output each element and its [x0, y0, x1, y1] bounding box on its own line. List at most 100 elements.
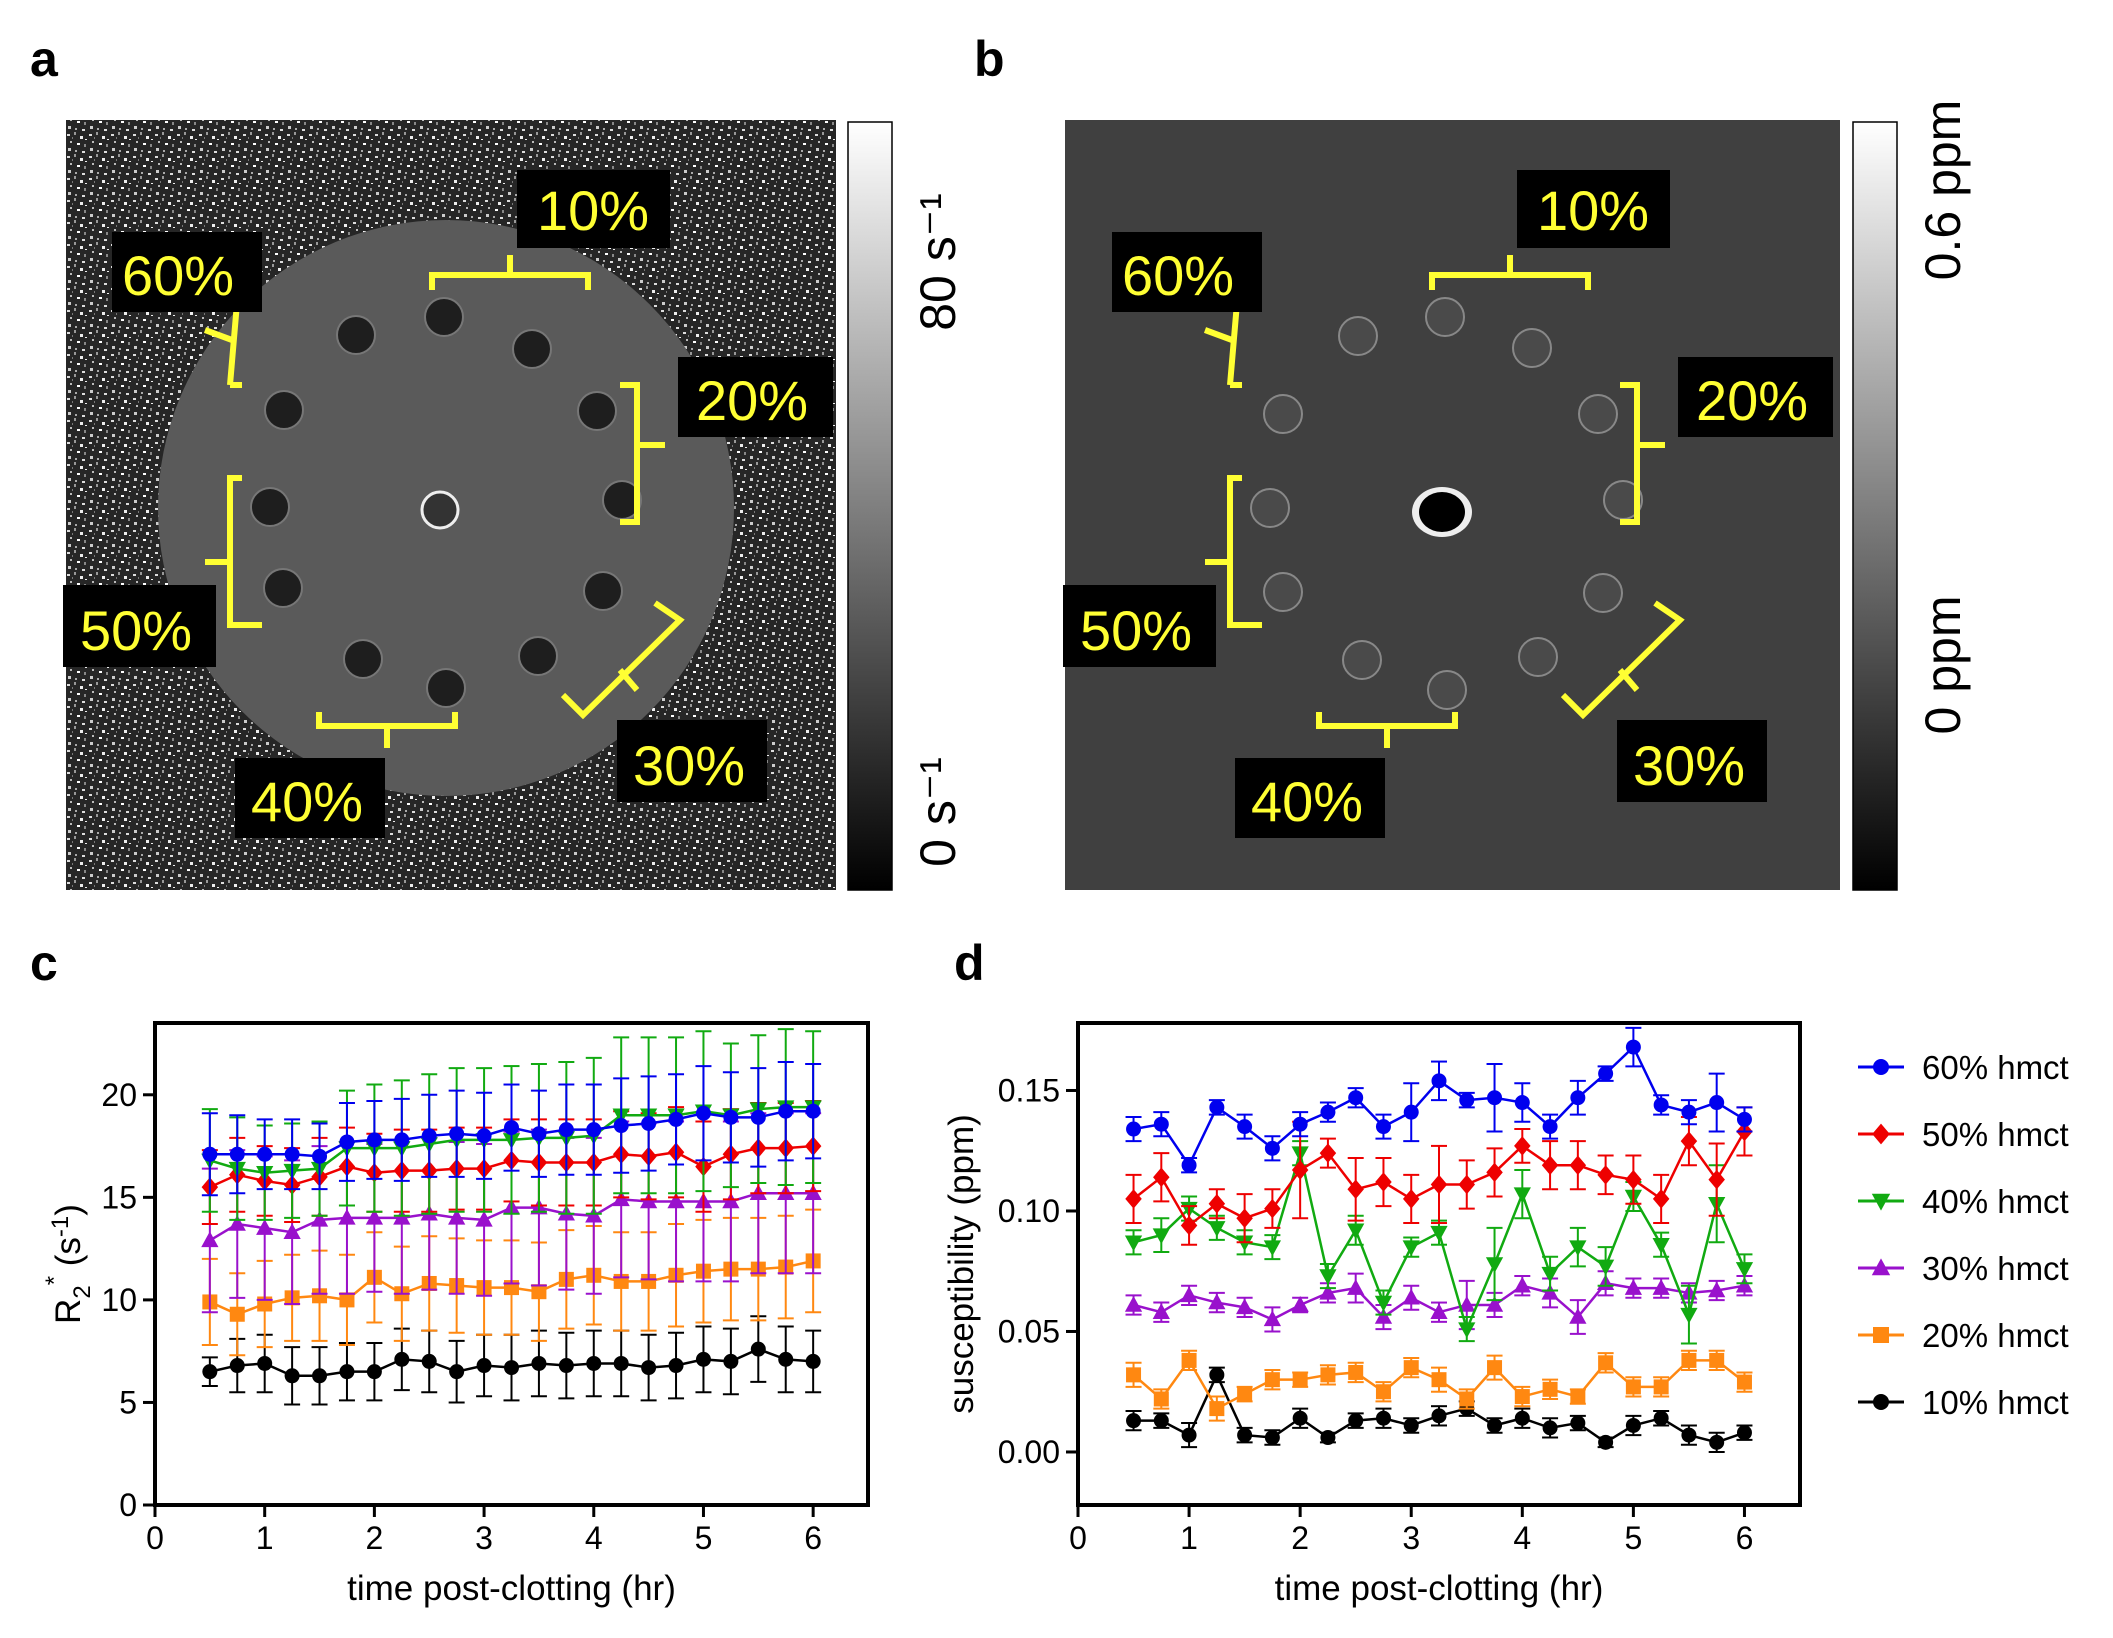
data-point-60 — [1375, 1119, 1391, 1135]
r2star-phantom-wells — [250, 297, 642, 708]
data-point-20 — [1264, 1372, 1280, 1388]
x-tick-label: 3 — [475, 1520, 493, 1556]
y-tick-label: 0.00 — [998, 1434, 1060, 1470]
series-50-hmct — [1125, 1106, 1753, 1246]
data-point-20 — [1542, 1381, 1558, 1397]
data-point-10 — [202, 1364, 218, 1380]
data-point-30 — [1235, 1298, 1254, 1315]
data-point-40 — [1347, 1223, 1365, 1240]
data-point-20 — [1292, 1372, 1308, 1388]
legend-marker — [1871, 1193, 1891, 1211]
y-axis-label: susceptibility (ppm) — [942, 1114, 981, 1414]
label-a-50: 50% — [80, 599, 192, 662]
susceptibility-center-artifact — [1419, 492, 1465, 532]
data-point-60 — [366, 1132, 382, 1148]
y-tick-label: 0.15 — [998, 1072, 1060, 1108]
data-point-40 — [1319, 1269, 1337, 1286]
data-point-60 — [1403, 1104, 1419, 1120]
data-point-20 — [1181, 1352, 1197, 1368]
data-point-60 — [1292, 1116, 1308, 1132]
y-tick-label: 0 — [119, 1487, 137, 1523]
data-point-60 — [1431, 1073, 1447, 1089]
data-point-60 — [476, 1128, 492, 1144]
series-10-hmct — [1125, 1366, 1753, 1453]
data-point-10 — [695, 1351, 711, 1367]
data-point-30 — [1291, 1295, 1309, 1312]
data-point-50 — [1625, 1169, 1642, 1190]
data-point-50 — [1125, 1189, 1142, 1209]
data-point-10 — [1181, 1427, 1197, 1443]
data-point-50 — [1375, 1172, 1392, 1192]
x-axis-label: time post-clotting (hr) — [347, 1569, 676, 1608]
r2star-colorbar — [847, 121, 893, 891]
data-point-10 — [394, 1351, 410, 1367]
x-tick-label: 2 — [365, 1520, 383, 1556]
legend-item-30: 30% hmct — [1858, 1250, 2069, 1287]
series-60-hmct — [1125, 1026, 1753, 1174]
data-point-60 — [1237, 1119, 1253, 1135]
data-point-20 — [1126, 1367, 1142, 1383]
data-point-10 — [1348, 1413, 1364, 1429]
data-point-50 — [1514, 1136, 1531, 1156]
data-point-50 — [1236, 1208, 1253, 1228]
legend-marker — [1873, 1059, 1889, 1075]
data-point-40 — [1513, 1187, 1531, 1204]
y-tick-label: 5 — [119, 1384, 137, 1420]
data-point-30 — [1152, 1303, 1170, 1319]
data-point-40 — [1374, 1295, 1393, 1312]
data-point-60 — [778, 1103, 794, 1119]
data-point-30 — [1208, 1293, 1226, 1310]
data-point-50 — [1153, 1167, 1170, 1187]
legend-item-40: 40% hmct — [1858, 1183, 2069, 1220]
data-point-50 — [1208, 1194, 1226, 1214]
legend-item-50: 50% hmct — [1858, 1116, 2069, 1153]
data-point-60 — [1348, 1090, 1364, 1106]
data-point-20 — [229, 1306, 245, 1322]
data-point-10 — [229, 1358, 245, 1374]
data-point-30 — [228, 1215, 246, 1231]
panel-a: a 10% 20 — [30, 31, 966, 891]
label-b-40: 40% — [1251, 770, 1363, 833]
data-point-40 — [1235, 1235, 1254, 1252]
data-point-60 — [1598, 1066, 1614, 1082]
data-point-30 — [1458, 1295, 1476, 1312]
data-point-40 — [1652, 1237, 1670, 1254]
data-point-10 — [421, 1353, 437, 1369]
x-tick-label: 0 — [146, 1520, 164, 1556]
x-tick-label: 5 — [1624, 1520, 1642, 1556]
data-point-10 — [723, 1353, 739, 1369]
legend-marker — [1872, 1123, 1890, 1145]
colorbar-b-max-label: 0.6 ppm — [1915, 100, 1971, 281]
data-point-50 — [1708, 1169, 1725, 1190]
x-tick-label: 3 — [1402, 1520, 1420, 1556]
data-point-10 — [257, 1355, 273, 1371]
data-point-10 — [1431, 1408, 1447, 1424]
data-point-20 — [1653, 1379, 1669, 1395]
data-point-30 — [1124, 1295, 1143, 1312]
data-point-20 — [312, 1288, 328, 1304]
data-point-40 — [1152, 1228, 1170, 1245]
data-point-20 — [531, 1284, 547, 1300]
data-point-30 — [1319, 1283, 1337, 1300]
data-point-30 — [1485, 1295, 1504, 1312]
data-point-60 — [1209, 1099, 1225, 1115]
data-point-10 — [1487, 1417, 1503, 1433]
data-point-10 — [449, 1364, 465, 1380]
data-point-60 — [668, 1111, 684, 1127]
data-point-10 — [476, 1358, 492, 1374]
data-point-50 — [1569, 1155, 1587, 1175]
x-tick-label: 5 — [695, 1520, 713, 1556]
data-point-50 — [1319, 1143, 1337, 1163]
data-point-50 — [1458, 1174, 1476, 1195]
data-point-10 — [339, 1364, 355, 1380]
data-point-60 — [421, 1128, 437, 1144]
x-tick-label: 6 — [1736, 1520, 1754, 1556]
susceptibility-hct-labels: 10% 20% 30% 40% 50% 60% — [1063, 170, 1833, 838]
data-point-40 — [1735, 1262, 1754, 1278]
data-point-30 — [1180, 1286, 1198, 1303]
data-point-60 — [284, 1146, 300, 1162]
data-point-60 — [613, 1118, 629, 1134]
y-tick-label: 20 — [101, 1077, 137, 1113]
data-point-60 — [558, 1122, 574, 1138]
data-point-40 — [1569, 1240, 1587, 1257]
